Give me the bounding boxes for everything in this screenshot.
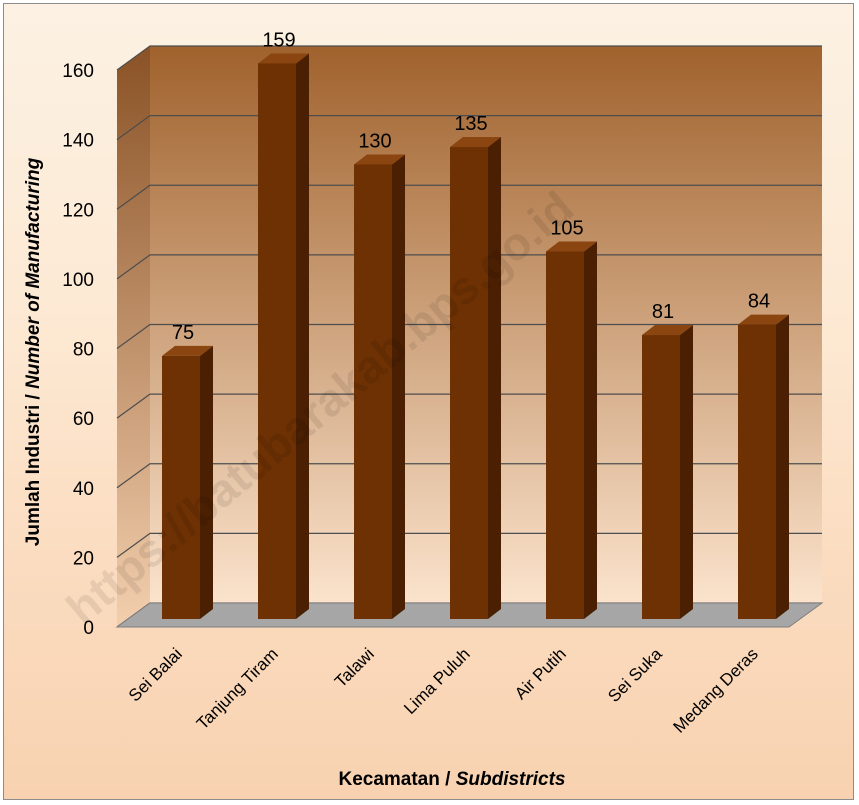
bar-top [642, 325, 693, 336]
gridline [116, 115, 822, 141]
data-label: 105 [550, 217, 583, 239]
bar-side [488, 137, 501, 619]
x-axis-title: Kecamatan / Subdistricts [338, 769, 565, 790]
data-label: 135 [454, 113, 487, 135]
gridline [116, 323, 822, 349]
bar [258, 53, 309, 619]
bars [162, 53, 789, 619]
bar-front [450, 147, 488, 619]
x-tick-label: Lima Puluh [400, 644, 474, 718]
gridline [116, 184, 822, 210]
data-labels: 75 159 130 135 105 81 84 [172, 29, 770, 343]
y-tick-label: 60 [73, 409, 94, 430]
data-label: 84 [748, 291, 770, 313]
x-tick-label: Sei Suka [604, 644, 666, 706]
x-tick-label: Sei Balai [125, 644, 186, 705]
bar-front [738, 324, 776, 619]
gridline [116, 532, 822, 558]
bar-side [200, 345, 213, 619]
bar [354, 154, 405, 619]
bar-top [546, 241, 597, 252]
bar [546, 241, 597, 619]
bar-top [258, 53, 309, 64]
x-tick-label: Tanjung Tiram [193, 644, 282, 733]
bar-top [450, 137, 501, 148]
bar-front [642, 335, 680, 619]
bar-front [546, 251, 584, 619]
bar-side [392, 154, 405, 619]
y-axis-ticks: 0 20 40 60 80 100 120 140 160 [62, 61, 94, 639]
gridline [116, 393, 822, 419]
bar-front [354, 164, 392, 619]
x-tick-label: Talawi [331, 644, 378, 691]
bar [450, 137, 501, 619]
y-tick-label: 160 [62, 61, 94, 82]
bar-side [296, 53, 309, 619]
bar-top [162, 345, 213, 356]
y-tick-label: 0 [83, 618, 94, 639]
gridline [116, 45, 822, 71]
y-tick-label: 120 [62, 200, 94, 221]
data-label: 81 [652, 301, 674, 323]
y-axis-title: Jumlah Industri / Number of Manufacturin… [23, 157, 44, 546]
bar [738, 314, 789, 619]
y-tick-label: 100 [62, 270, 94, 291]
data-label: 130 [358, 130, 391, 152]
bar-side [680, 325, 693, 619]
y-tick-label: 20 [73, 548, 94, 569]
y-tick-label: 80 [73, 340, 94, 361]
x-tick-label: Air Putih [511, 644, 570, 703]
bar-side [584, 241, 597, 619]
bar-top [738, 314, 789, 325]
bar-top [354, 154, 405, 165]
gridline [116, 463, 822, 489]
data-label: 75 [172, 322, 194, 344]
x-axis-labels: Sei Balai Tanjung Tiram Talawi Lima Puluh Ai… [125, 644, 762, 737]
bar-front [258, 63, 296, 619]
bar-side [776, 314, 789, 619]
bar [162, 345, 213, 619]
data-label: 159 [262, 29, 295, 51]
y-tick-label: 140 [62, 131, 94, 152]
x-tick-label: Medang Deras [670, 644, 762, 736]
y-tick-label: 40 [73, 479, 94, 500]
gridline [116, 254, 822, 280]
bar-front [162, 355, 200, 619]
bar [642, 325, 693, 619]
